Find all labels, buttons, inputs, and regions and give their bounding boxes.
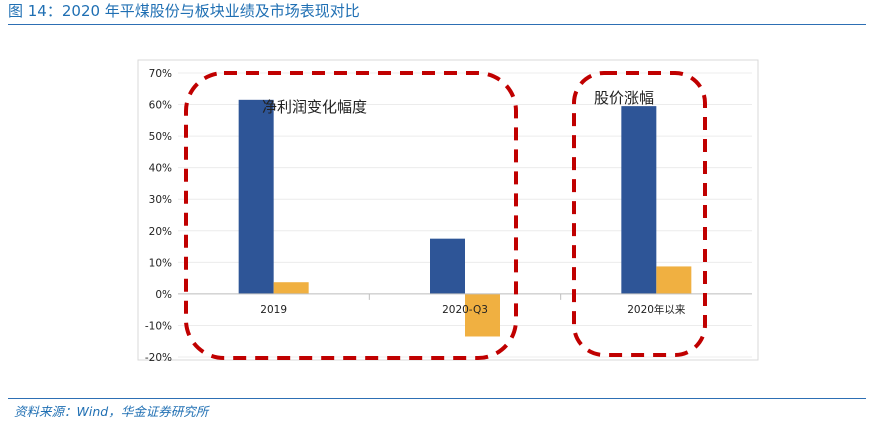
x-axis-labels: 2019 2020-Q3 2020年以来 — [260, 293, 686, 316]
bar-company-2 — [621, 106, 657, 294]
annotation-profit-change: 净利润变化幅度 — [262, 98, 367, 116]
bar-sector-2 — [656, 266, 692, 294]
y-tick-label: 30% — [149, 194, 172, 206]
bars — [238, 99, 692, 337]
y-tick-label: 40% — [149, 163, 172, 175]
bar-sector-1 — [465, 293, 500, 337]
y-tick-label: 20% — [149, 226, 172, 238]
y-axis-labels: -20% -10% 0% 10% 20% 30% 40% 50% 60% 70% — [145, 68, 172, 364]
source-rule — [8, 398, 866, 399]
y-tick-label: 50% — [149, 131, 172, 143]
bar-company-1 — [430, 238, 465, 294]
bar-company-0 — [238, 99, 274, 294]
annotation-price-change: 股价涨幅 — [594, 89, 654, 107]
x-tick-label: 2019 — [260, 304, 287, 316]
title-rule — [8, 24, 866, 25]
y-tick-label: 60% — [149, 100, 172, 112]
y-tick-label: 70% — [149, 68, 172, 80]
y-tick-label: 10% — [149, 257, 172, 269]
y-tick-label: -10% — [145, 320, 172, 332]
figure-title: 图 14：2020 年平煤股份与板块业绩及市场表现对比 — [8, 2, 360, 20]
bar-sector-0 — [273, 282, 309, 294]
highlight-box-profit — [184, 71, 518, 360]
y-tick-label: 0% — [155, 289, 172, 301]
x-tick-label: 2020年以来 — [627, 303, 686, 316]
y-tick-label: -20% — [145, 352, 172, 364]
highlight-box-price — [572, 71, 707, 357]
x-tick-label: 2020-Q3 — [442, 304, 488, 316]
source-note: 资料来源：Wind，华金证券研究所 — [14, 404, 209, 419]
bar-chart: -20% -10% 0% 10% 20% 30% 40% 50% 60% 70% 2019 2020… — [137, 59, 759, 364]
